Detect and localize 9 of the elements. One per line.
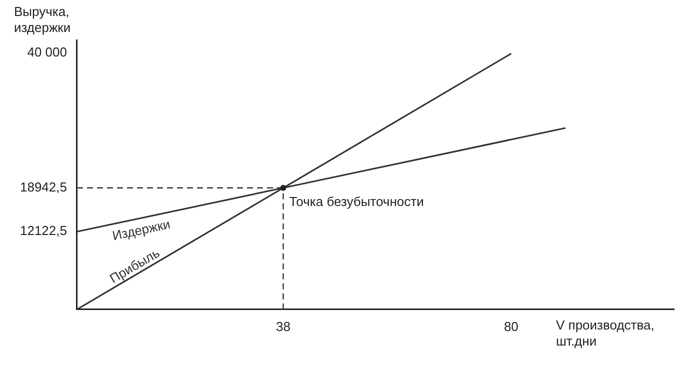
x-axis-title: V производства, шт.дни — [556, 317, 654, 348]
text: Издержки — [110, 216, 172, 244]
x-tick-label: 38 — [276, 318, 290, 334]
y-tick-label: 18942,5 — [20, 179, 67, 194]
y-tick-label: 12122,5 — [20, 223, 67, 238]
x-tick-label: 80 — [504, 318, 518, 334]
y-axis-title: Выручка, издержки — [14, 4, 71, 36]
y-tick-label: 40 000 — [27, 44, 67, 60]
annotation: Точка безубыточности — [289, 194, 424, 209]
